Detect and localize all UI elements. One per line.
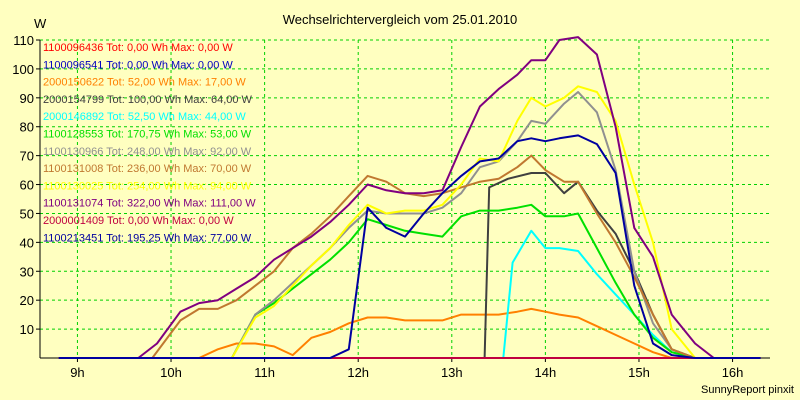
footer-credit: SunnyReport pinxit bbox=[701, 384, 794, 396]
series-line-7 bbox=[58, 154, 761, 359]
legend-entry-0: 1100096436 Tot: 0,00 Wh Max: 0,00 W bbox=[43, 42, 233, 54]
legend-entry-6: 1100130966 Tot: 248,00 Wh Max: 92,00 W bbox=[43, 146, 252, 158]
x-tick-label-14: 14h bbox=[535, 365, 557, 380]
y-tick-label-110: 110 bbox=[13, 33, 34, 48]
legend-entry-11: 1100213451 Tot: 195,25 Wh Max: 77,00 W bbox=[43, 232, 252, 244]
x-tick-label-12: 12h bbox=[347, 365, 369, 380]
series-line-9 bbox=[58, 36, 761, 359]
legend-entry-8: 1100130025 Tot: 254,00 Wh Max: 94,00 W bbox=[43, 180, 252, 192]
chart-title: Wechselrichtervergleich vom 25.01.2010 bbox=[283, 12, 518, 27]
y-tick-label-20: 20 bbox=[20, 293, 34, 308]
series-line-2 bbox=[58, 307, 761, 359]
series-line-11 bbox=[58, 134, 761, 359]
x-tick-label-15: 15h bbox=[628, 365, 650, 380]
legend-entry-7: 1100131008 Tot: 236,00 Wh Max: 70,00 W bbox=[43, 163, 252, 175]
x-tick-label-11: 11h bbox=[254, 365, 275, 380]
y-tick-label-30: 30 bbox=[20, 264, 34, 279]
series-line-8 bbox=[58, 85, 761, 359]
y-tick-label-40: 40 bbox=[20, 235, 34, 250]
x-tick-label-9: 9h bbox=[70, 365, 84, 380]
legend-entry-1: 1100096541 Tot: 0,00 Wh Max: 0,00 W bbox=[43, 59, 233, 71]
legend-entry-4: 2000146892 Tot: 52,50 Wh Max: 44,00 W bbox=[43, 111, 246, 123]
y-tick-label-90: 90 bbox=[20, 91, 34, 106]
legend-entry-3: 2000154799 Tot: 100,00 Wh Max: 64,00 W bbox=[43, 94, 253, 106]
legend-entry-5: 1100128553 Tot: 170,75 Wh Max: 53,00 W bbox=[43, 129, 252, 141]
x-tick-label-13: 13h bbox=[441, 365, 463, 380]
legend-entry-9: 1100131074 Tot: 322,00 Wh Max: 111,00 W bbox=[43, 198, 256, 210]
y-tick-label-10: 10 bbox=[20, 322, 34, 337]
plot-area: 10 20 30 40 50 60 70 80 90 100 110 9h 10h 11h 12h 13h 14… bbox=[12, 33, 770, 380]
y-tick-label-100: 100 bbox=[12, 62, 34, 77]
y-tick-label-70: 70 bbox=[20, 149, 34, 164]
x-tick-label-10: 10h bbox=[160, 365, 182, 380]
series-line-5 bbox=[58, 203, 761, 359]
y-axis-label: W bbox=[34, 16, 47, 31]
x-tick-label-16: 16h bbox=[722, 365, 744, 380]
y-tick-label-80: 80 bbox=[20, 120, 34, 135]
legend-entry-2: 2000150622 Tot: 52,00 Wh Max: 17,00 W bbox=[43, 77, 246, 89]
legend-entry-10: 2000001409 Tot: 0,00 Wh Max: 0,00 W bbox=[43, 215, 234, 227]
y-tick-label-60: 60 bbox=[20, 178, 34, 193]
y-tick-label-50: 50 bbox=[20, 206, 34, 221]
